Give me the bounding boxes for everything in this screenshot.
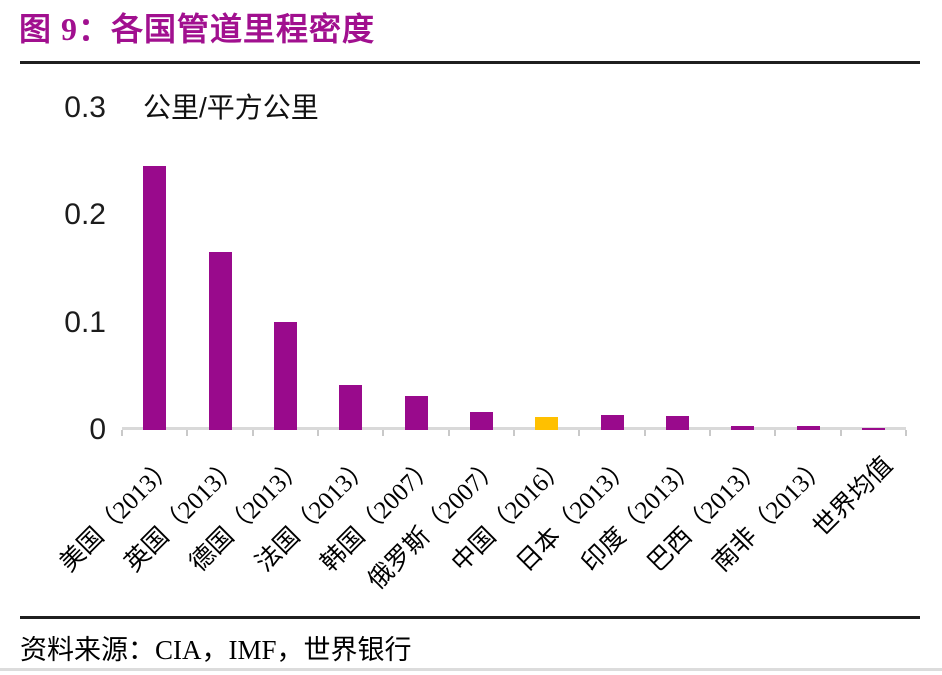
bar xyxy=(404,396,428,430)
footer-rule xyxy=(20,616,920,619)
bar xyxy=(796,426,820,430)
bar xyxy=(731,426,755,430)
y-tick-label: 0.3 xyxy=(64,90,106,124)
bar xyxy=(273,322,297,430)
x-axis-tick xyxy=(643,430,646,436)
x-axis-tick xyxy=(447,430,450,436)
bar xyxy=(535,417,559,430)
bar xyxy=(665,416,689,430)
y-tick-label: 0.1 xyxy=(64,305,106,339)
x-axis-tick xyxy=(186,430,189,436)
bar xyxy=(861,428,885,430)
x-axis-tick xyxy=(382,430,385,436)
bar xyxy=(469,412,493,430)
x-axis-tick xyxy=(513,430,515,436)
x-axis-tick xyxy=(251,430,254,436)
x-axis-tick xyxy=(774,430,777,436)
x-axis-tick xyxy=(839,430,842,436)
x-axis-tick xyxy=(317,430,319,436)
source-line: 资料来源：CIA，IMF，世界银行 xyxy=(20,635,412,665)
x-axis-tick xyxy=(905,430,907,436)
bottom-rule xyxy=(0,668,942,671)
header-rule xyxy=(20,61,920,64)
bar xyxy=(600,415,624,430)
x-axis-tick xyxy=(121,430,123,436)
x-axis-line xyxy=(122,427,906,430)
y-tick-label: 0 xyxy=(89,413,106,446)
y-axis-unit-label: 公里/平方公里 xyxy=(143,92,319,123)
bar xyxy=(208,252,232,430)
bar xyxy=(143,166,167,430)
bar xyxy=(339,385,363,430)
figure-title: 图 9：各国管道里程密度 xyxy=(19,11,376,47)
x-axis-tick xyxy=(709,430,711,436)
y-tick-label: 0.2 xyxy=(64,198,106,231)
x-axis-tick xyxy=(578,430,581,436)
